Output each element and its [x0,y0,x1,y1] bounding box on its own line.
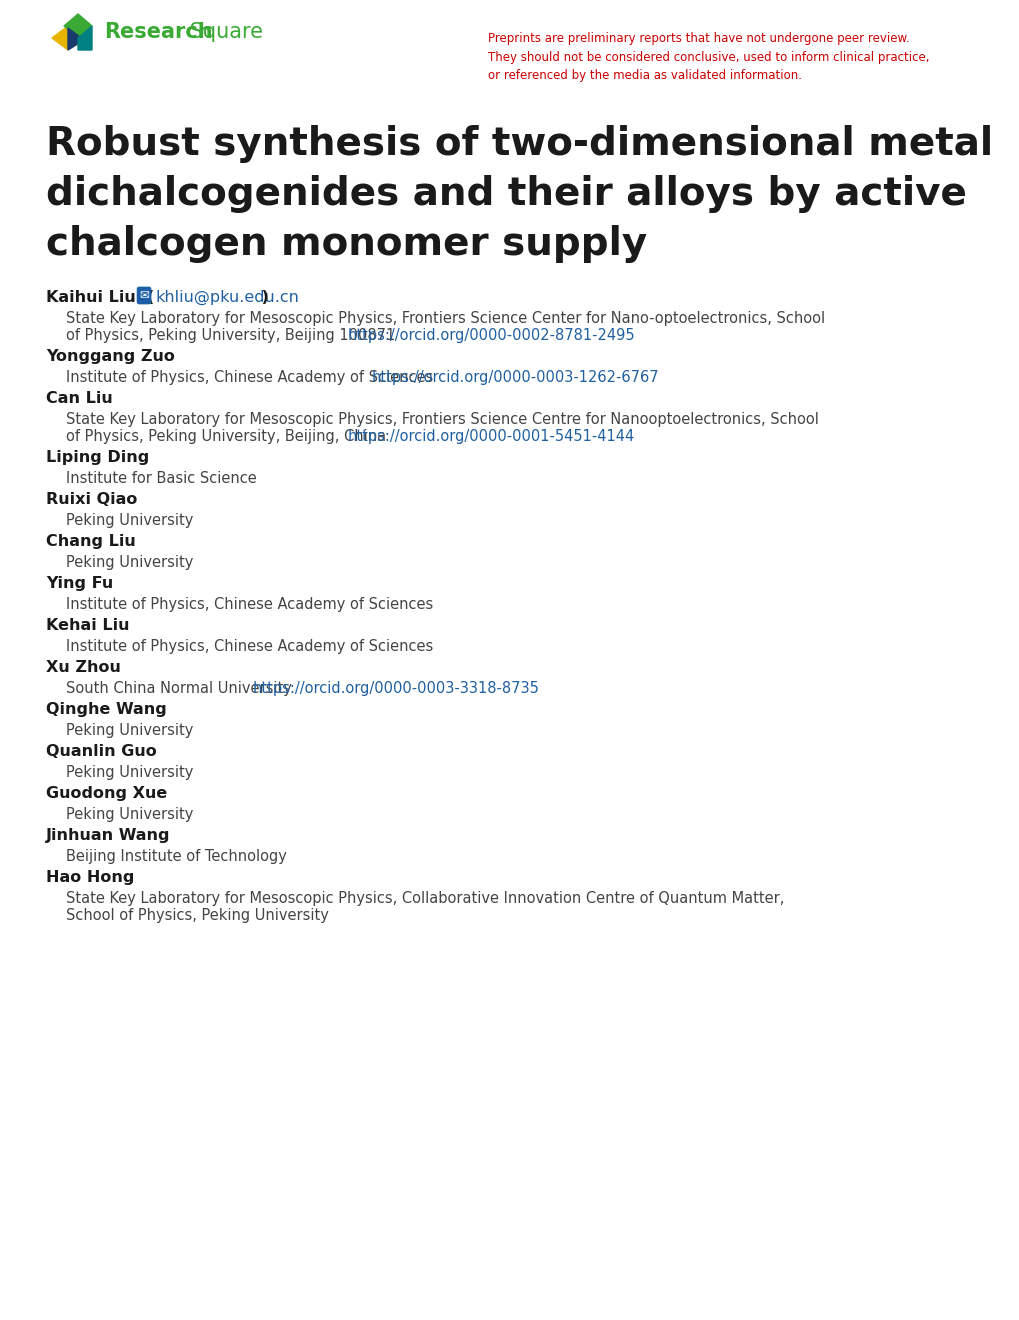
Text: Institute for Basic Science: Institute for Basic Science [66,471,257,486]
Text: State Key Laboratory for Mesoscopic Physics, Frontiers Science Centre for Nanoop: State Key Laboratory for Mesoscopic Phys… [66,412,818,426]
Text: Robust synthesis of two-dimensional metal: Robust synthesis of two-dimensional meta… [46,125,993,162]
Text: Chang Liu: Chang Liu [46,535,136,549]
Text: Kehai Liu: Kehai Liu [46,618,129,634]
Text: Peking University: Peking University [66,723,194,738]
Text: Yonggang Zuo: Yonggang Zuo [46,348,174,364]
Text: Institute of Physics, Chinese Academy of Sciences: Institute of Physics, Chinese Academy of… [66,597,433,612]
Text: https://orcid.org/0000-0003-3318-8735: https://orcid.org/0000-0003-3318-8735 [253,681,539,696]
Text: South China Normal University: South China Normal University [66,681,291,696]
Text: khliu@pku.edu.cn: khliu@pku.edu.cn [155,290,299,305]
Text: of Physics, Peking University, Beijing 100871: of Physics, Peking University, Beijing 1… [66,327,395,343]
Text: https://orcid.org/0000-0001-5451-4144: https://orcid.org/0000-0001-5451-4144 [347,429,635,444]
Polygon shape [77,26,92,50]
Text: dichalcogenides and their alloys by active: dichalcogenides and their alloys by acti… [46,176,966,213]
Text: ✉: ✉ [139,289,149,302]
Text: Xu Zhou: Xu Zhou [46,660,121,675]
Text: Peking University: Peking University [66,807,194,822]
Text: Institute of Physics, Chinese Academy of Sciences: Institute of Physics, Chinese Academy of… [66,639,433,653]
Text: Quanlin Guo: Quanlin Guo [46,744,157,759]
Polygon shape [64,15,92,38]
Text: of Physics, Peking University, Beijing, China: of Physics, Peking University, Beijing, … [66,429,386,444]
Text: Institute of Physics, Chinese Academy of Sciences: Institute of Physics, Chinese Academy of… [66,370,433,385]
Text: School of Physics, Peking University: School of Physics, Peking University [66,908,328,923]
Text: State Key Laboratory for Mesoscopic Physics, Frontiers Science Center for Nano-o: State Key Laboratory for Mesoscopic Phys… [66,312,824,326]
Text: Ruixi Qiao: Ruixi Qiao [46,492,138,507]
Text: Preprints are preliminary reports that have not undergone peer review.
They shou: Preprints are preliminary reports that h… [487,32,928,82]
Text: https://orcid.org/0000-0002-8781-2495: https://orcid.org/0000-0002-8781-2495 [347,327,635,343]
Text: Peking University: Peking University [66,554,194,570]
Polygon shape [68,28,84,50]
Text: chalcogen monomer supply: chalcogen monomer supply [46,224,647,263]
Text: Peking University: Peking University [66,766,194,780]
Text: Kaihui Liu  (: Kaihui Liu ( [46,290,160,305]
Text: Jinhuan Wang: Jinhuan Wang [46,828,170,843]
Text: Peking University: Peking University [66,513,194,528]
Polygon shape [52,26,68,50]
Text: https://orcid.org/0000-0003-1262-6767: https://orcid.org/0000-0003-1262-6767 [371,370,658,385]
Text: Research: Research [104,22,212,42]
Text: Beijing Institute of Technology: Beijing Institute of Technology [66,849,286,865]
Text: Can Liu: Can Liu [46,391,113,407]
Text: Guodong Xue: Guodong Xue [46,785,167,801]
Text: Hao Hong: Hao Hong [46,870,135,884]
Text: State Key Laboratory for Mesoscopic Physics, Collaborative Innovation Centre of : State Key Laboratory for Mesoscopic Phys… [66,891,784,906]
Text: Square: Square [182,22,263,42]
Text: Ying Fu: Ying Fu [46,576,113,591]
Text: Liping Ding: Liping Ding [46,450,149,465]
Text: ): ) [256,290,269,305]
Text: Qinghe Wang: Qinghe Wang [46,702,166,717]
